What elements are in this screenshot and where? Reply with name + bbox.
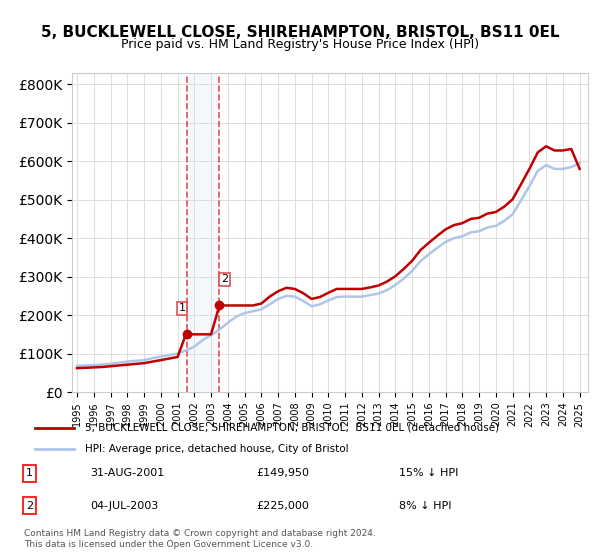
- Text: 1: 1: [26, 468, 33, 478]
- Text: 04-JUL-2003: 04-JUL-2003: [90, 501, 158, 511]
- Text: 8% ↓ HPI: 8% ↓ HPI: [400, 501, 452, 511]
- Text: 2: 2: [26, 501, 33, 511]
- Text: £225,000: £225,000: [256, 501, 309, 511]
- Text: 5, BUCKLEWELL CLOSE, SHIREHAMPTON, BRISTOL, BS11 0EL: 5, BUCKLEWELL CLOSE, SHIREHAMPTON, BRIST…: [41, 25, 559, 40]
- Text: 2: 2: [221, 274, 228, 284]
- Text: Contains HM Land Registry data © Crown copyright and database right 2024.
This d: Contains HM Land Registry data © Crown c…: [24, 529, 376, 549]
- Text: 5, BUCKLEWELL CLOSE, SHIREHAMPTON, BRISTOL,  BS11 0EL (detached house): 5, BUCKLEWELL CLOSE, SHIREHAMPTON, BRIST…: [85, 423, 499, 433]
- Text: 31-AUG-2001: 31-AUG-2001: [90, 468, 164, 478]
- Bar: [187, 73, 220, 392]
- Text: 1: 1: [179, 303, 186, 313]
- Text: HPI: Average price, detached house, City of Bristol: HPI: Average price, detached house, City…: [85, 444, 349, 454]
- Text: Price paid vs. HM Land Registry's House Price Index (HPI): Price paid vs. HM Land Registry's House …: [121, 38, 479, 51]
- Text: £149,950: £149,950: [256, 468, 309, 478]
- Text: 15% ↓ HPI: 15% ↓ HPI: [400, 468, 459, 478]
